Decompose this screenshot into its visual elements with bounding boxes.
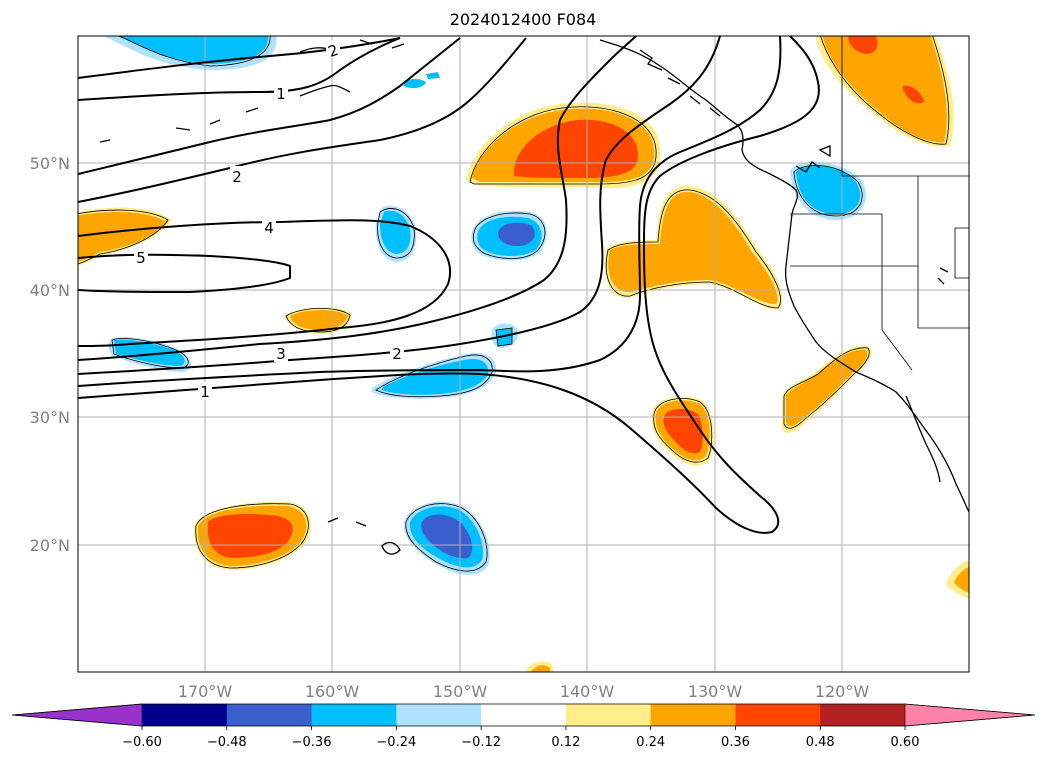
colorbar-bin <box>142 704 228 726</box>
colorbar-bin <box>311 704 397 726</box>
colorbar-tick-label: −0.36 <box>292 735 332 750</box>
colorbar-tick-label: −0.48 <box>207 735 247 750</box>
negative-anomaly-region <box>796 165 861 214</box>
contour-label: 1 <box>276 85 286 103</box>
lat-lon-gridlines <box>78 36 969 672</box>
positive-anomaly-region <box>78 212 166 262</box>
colorbar-extend-low <box>11 703 143 727</box>
negative-anomaly-region <box>404 79 426 89</box>
contour-label: 3 <box>276 345 286 363</box>
colorbar-tick-label: −0.24 <box>376 735 416 750</box>
negative-anomaly-region <box>117 36 269 64</box>
colorbar-tick-label: 0.60 <box>891 735 920 750</box>
contour-label: 2 <box>232 168 242 186</box>
negative-anomaly-region <box>498 222 535 246</box>
positive-anomaly-region <box>902 85 924 104</box>
colorbar-bin <box>650 704 736 726</box>
anomaly-outlines <box>78 36 950 572</box>
contour-label: 2 <box>392 345 402 363</box>
positive-anomaly-region <box>207 514 293 558</box>
contour-label-group: 1 2 4 5 3 2 1 2 <box>134 40 404 401</box>
positive-anomaly-region <box>786 349 868 427</box>
colorbar-bin <box>481 704 567 726</box>
positive-anomaly-region <box>531 665 550 672</box>
lat-tick-label: 20°N <box>30 536 70 555</box>
colorbar-bin <box>396 704 482 726</box>
map-frame <box>77 35 970 673</box>
colorbar-tick-label: −0.12 <box>461 735 501 750</box>
figure-title: 2024012400 F084 <box>450 10 597 29</box>
colorbar-bin <box>820 704 906 726</box>
colorbar-tick-label: 0.48 <box>806 735 835 750</box>
lon-tick-label: 130°W <box>688 682 743 701</box>
negative-anomaly-region <box>382 358 489 395</box>
lon-tick-label: 150°W <box>433 682 488 701</box>
colorbar-tick-label: 0.12 <box>551 735 580 750</box>
colorbar-bin <box>226 704 313 726</box>
latitude-tick-labels: 50°N 40°N 30°N 20°N <box>30 154 70 555</box>
lon-tick-label: 170°W <box>178 682 233 701</box>
negative-anomaly-region <box>421 514 473 559</box>
negative-anomaly-region <box>114 339 185 366</box>
lat-tick-label: 50°N <box>30 154 70 173</box>
lon-tick-label: 120°W <box>815 682 870 701</box>
positive-anomaly-region <box>290 310 348 330</box>
colorbar-tick-label: −0.60 <box>122 735 162 750</box>
positive-anomaly-region <box>848 36 878 54</box>
lat-tick-label: 40°N <box>30 281 70 300</box>
contour-label: 5 <box>136 249 146 267</box>
coastlines <box>99 39 969 555</box>
colorbar-bin <box>565 704 652 726</box>
lon-tick-label: 160°W <box>305 682 360 701</box>
colorbar-tick-label: 0.36 <box>721 735 750 750</box>
negative-anomaly-region <box>426 72 440 79</box>
lon-tick-label: 140°W <box>560 682 615 701</box>
colorbar-tick-label: 0.24 <box>636 735 665 750</box>
longitude-tick-labels: 170°W 160°W 150°W 140°W 130°W 120°W <box>178 682 870 701</box>
positive-anomaly-region <box>608 191 778 304</box>
colorbar: −0.60 −0.48 −0.36 −0.24 −0.12 0.12 0.24 0.36 0.4… <box>11 703 1036 750</box>
lat-tick-label: 30°N <box>30 408 70 427</box>
colorbar-bin <box>735 704 821 726</box>
contour-label: 1 <box>200 383 210 401</box>
positive-anomaly-region <box>822 36 947 143</box>
contour-label: 4 <box>264 219 274 237</box>
map-panel: 1 2 4 5 3 2 1 2 <box>78 36 969 672</box>
colorbar-extend-high <box>904 703 1036 727</box>
state-borders <box>790 36 969 371</box>
positive-anomaly-region <box>954 566 969 593</box>
